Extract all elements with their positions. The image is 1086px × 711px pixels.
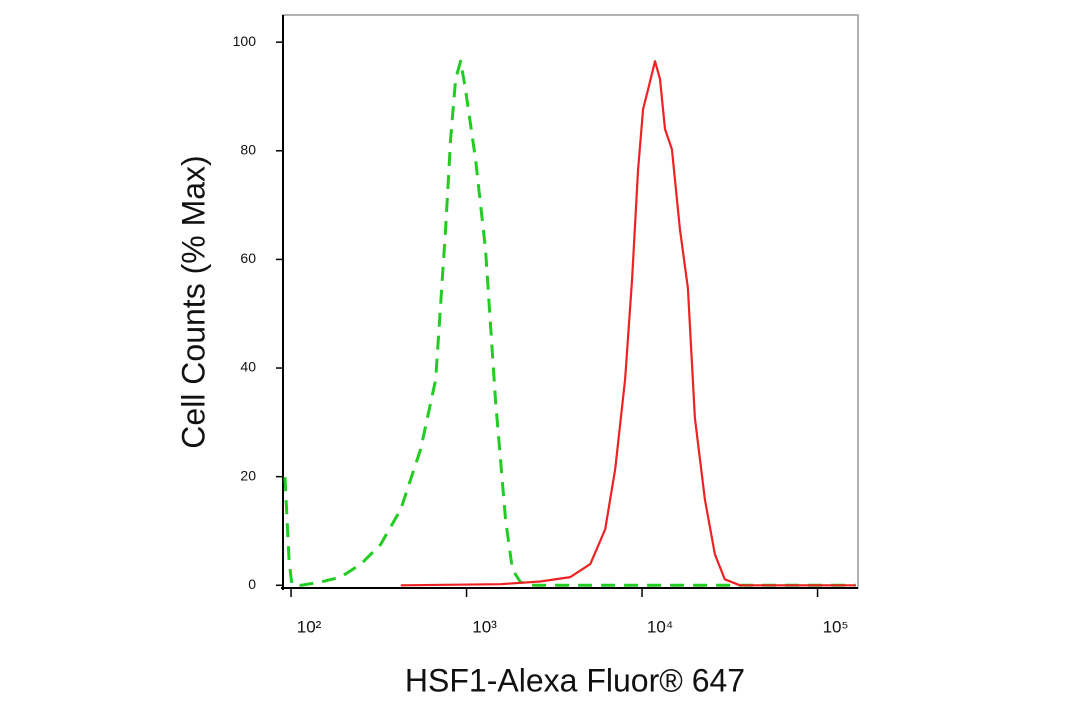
y-tick-label: 0 xyxy=(248,576,256,592)
x-axis-title: HSF1-Alexa Fluor® 647 xyxy=(405,662,745,698)
x-tick-label: 10⁵ xyxy=(823,617,849,636)
y-axis-title: Cell Counts (% Max) xyxy=(175,155,211,448)
histogram-line xyxy=(400,60,856,587)
histogram-line xyxy=(283,59,856,587)
y-tick-label: 20 xyxy=(240,467,256,483)
y-tick-label: 40 xyxy=(240,359,256,375)
y-tick-label: 100 xyxy=(233,33,257,49)
y-tick-label: 60 xyxy=(240,250,256,266)
x-tick-label: 10² xyxy=(297,617,322,636)
plot-frame xyxy=(282,14,859,589)
x-tick-label: 10⁴ xyxy=(647,617,673,636)
y-tick-label: 80 xyxy=(240,141,256,157)
x-tick-label: 10³ xyxy=(472,617,497,636)
